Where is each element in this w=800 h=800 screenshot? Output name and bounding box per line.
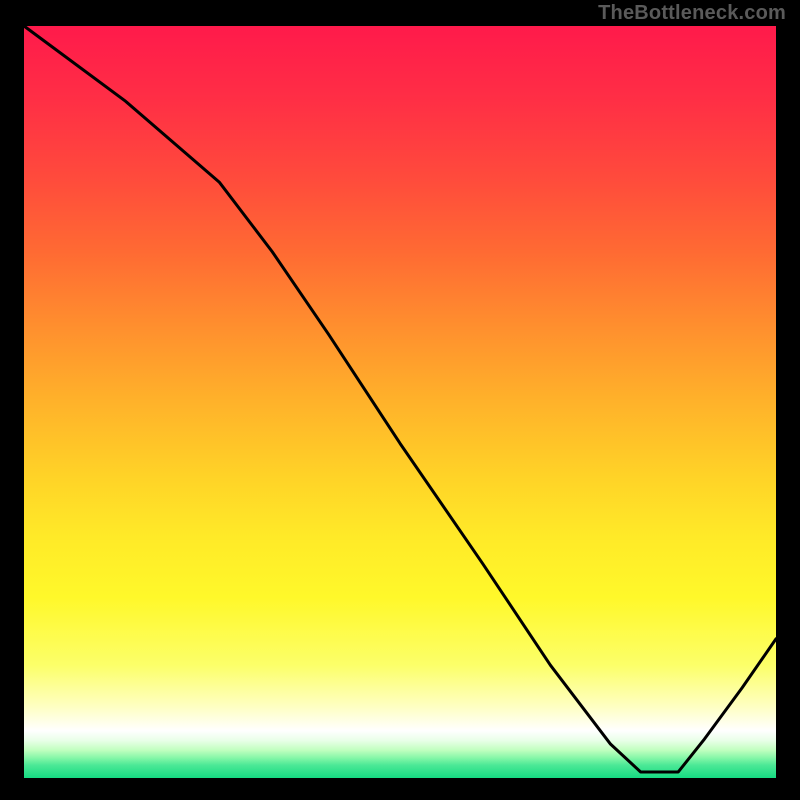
- bottleneck-chart: [0, 0, 800, 800]
- attribution-text: TheBottleneck.com: [598, 2, 786, 25]
- plot-background: [24, 26, 776, 778]
